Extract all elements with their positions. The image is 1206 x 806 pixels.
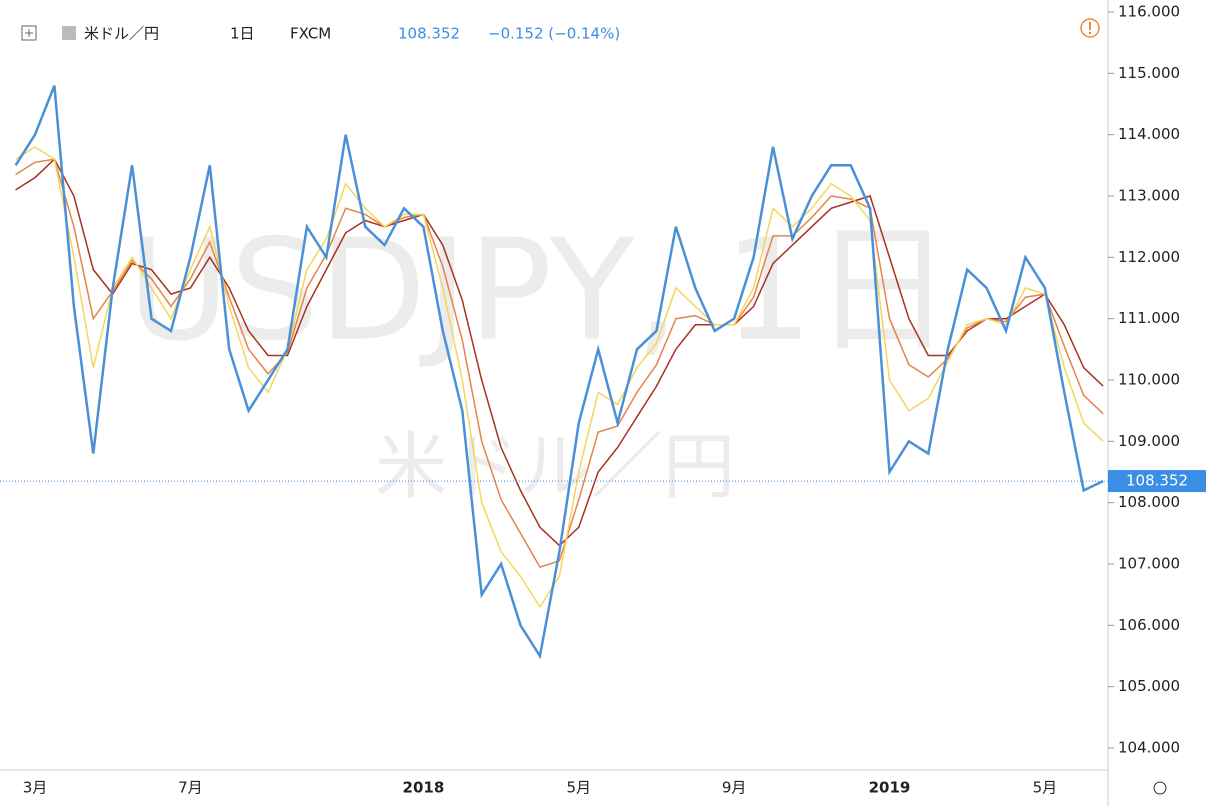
price-line <box>14 85 1104 660</box>
watermark-sub: 米ドル／円 <box>375 425 735 509</box>
y-tick-label: 105.000 <box>1118 677 1180 695</box>
last-price-box <box>1108 470 1206 493</box>
interval[interactable]: 1日 <box>230 25 255 43</box>
moving-average-line <box>15 146 1104 609</box>
y-tick-label: 112.000 <box>1118 248 1180 266</box>
last-price: 108.352 <box>398 25 460 43</box>
x-tick-label: 5月 <box>1033 779 1058 797</box>
add-icon-plus <box>25 29 33 37</box>
y-tick-label: 108.000 <box>1118 493 1180 511</box>
y-tick-label: 116.000 <box>1118 3 1180 21</box>
y-tick-label: 114.000 <box>1118 125 1180 143</box>
header: 米ドル／円 1日 FXCM 108.352 −0.152 (−0.14%) <box>21 18 1167 795</box>
y-tick-label: 106.000 <box>1118 616 1180 634</box>
x-tick-label: 9月 <box>722 779 747 797</box>
alert-icon[interactable] <box>1080 18 1100 38</box>
y-tick-label: 115.000 <box>1118 64 1180 82</box>
y-tick-label: 107.000 <box>1118 555 1180 573</box>
symbol-icon <box>62 26 76 40</box>
source[interactable]: FXCM <box>290 25 331 43</box>
settings-icon[interactable] <box>1153 781 1167 795</box>
last-price-label: 108.352 <box>1126 472 1188 490</box>
y-tick-label: 109.000 <box>1118 432 1180 450</box>
y-tick-label: 104.000 <box>1118 739 1180 757</box>
x-tick-label: 7月 <box>178 779 203 797</box>
watermark: USDJPY, 1日 <box>127 210 952 373</box>
moving-average-line <box>15 158 1104 568</box>
y-tick-label: 113.000 <box>1118 187 1180 205</box>
y-tick-label: 110.000 <box>1118 371 1180 389</box>
x-tick-label: 2019 <box>869 779 911 797</box>
add-icon[interactable] <box>21 25 37 41</box>
symbol[interactable]: 米ドル／円 <box>84 25 159 43</box>
change: −0.152 (−0.14%) <box>488 25 620 43</box>
x-tick-label: 5月 <box>567 779 592 797</box>
y-tick-label: 111.000 <box>1118 309 1180 327</box>
x-tick-label: 3月 <box>23 779 48 797</box>
x-tick-label: 2018 <box>403 779 445 797</box>
